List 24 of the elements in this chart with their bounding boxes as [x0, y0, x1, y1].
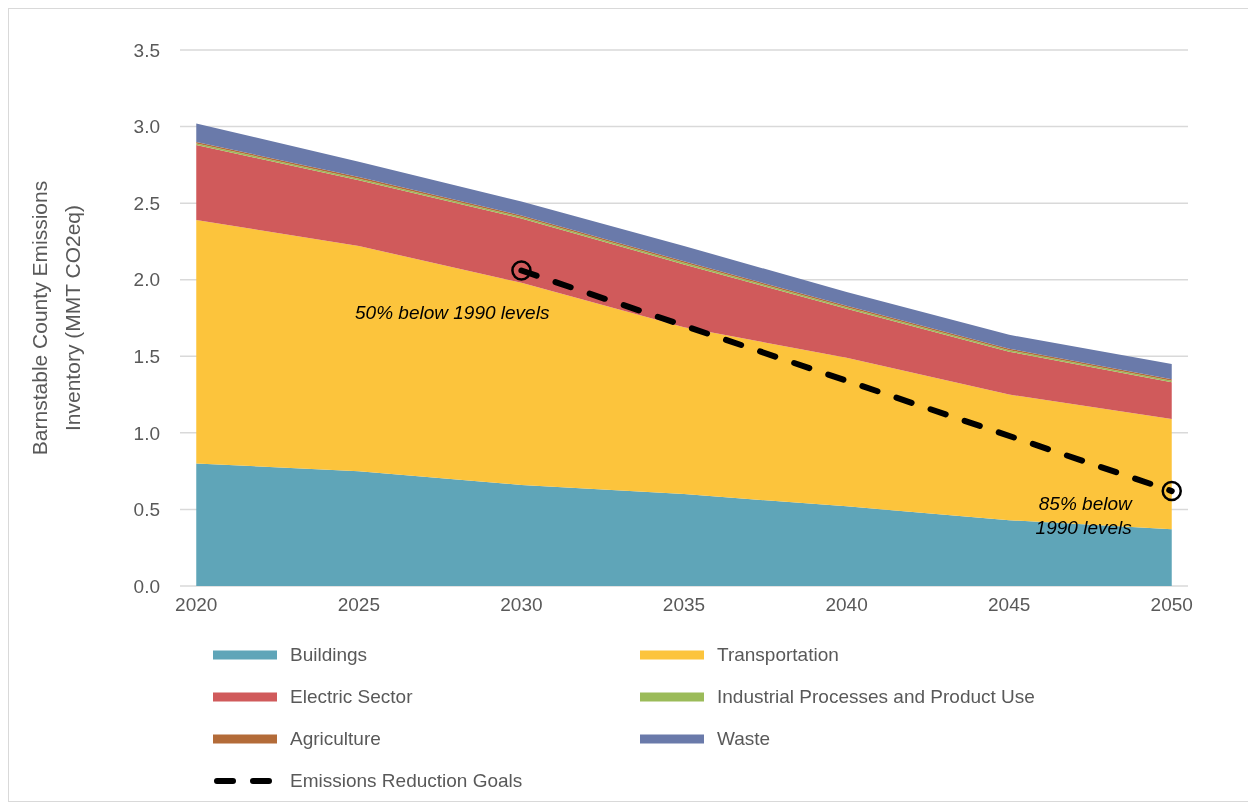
legend-label: Emissions Reduction Goals	[290, 770, 523, 792]
y-tick-label: 1.5	[133, 346, 160, 368]
x-tick-label: 2020	[175, 594, 218, 616]
x-tick-label: 2045	[988, 594, 1031, 616]
y-axis-title: Barnstable County Emissions Inventory (MMT CO2eq)	[28, 180, 84, 456]
x-tick-label: 2025	[337, 594, 380, 616]
legend-label: Industrial Processes and Product Use	[717, 686, 1035, 708]
legend-label: Buildings	[290, 644, 368, 666]
x-tick-label: 2035	[662, 594, 706, 616]
y-tick-label: 3.5	[133, 39, 160, 61]
x-tick-label: 2040	[825, 594, 868, 616]
x-tick-label: 2030	[500, 594, 543, 616]
y-tick-label: 2.0	[133, 269, 160, 291]
y-tick-label: 0.0	[133, 575, 160, 597]
legend-label: Waste	[717, 728, 771, 750]
legend-label: Transportation	[717, 644, 839, 666]
annotation: 50% below 1990 levels	[355, 301, 550, 323]
x-tick-label: 2050	[1150, 594, 1193, 616]
y-tick-label: 3.0	[133, 116, 160, 138]
legend-label: Agriculture	[290, 728, 381, 750]
y-tick-label: 0.5	[133, 499, 160, 521]
legend-label: Electric Sector	[290, 686, 413, 708]
y-tick-label: 1.0	[133, 422, 160, 444]
y-tick-label: 2.5	[133, 192, 160, 214]
